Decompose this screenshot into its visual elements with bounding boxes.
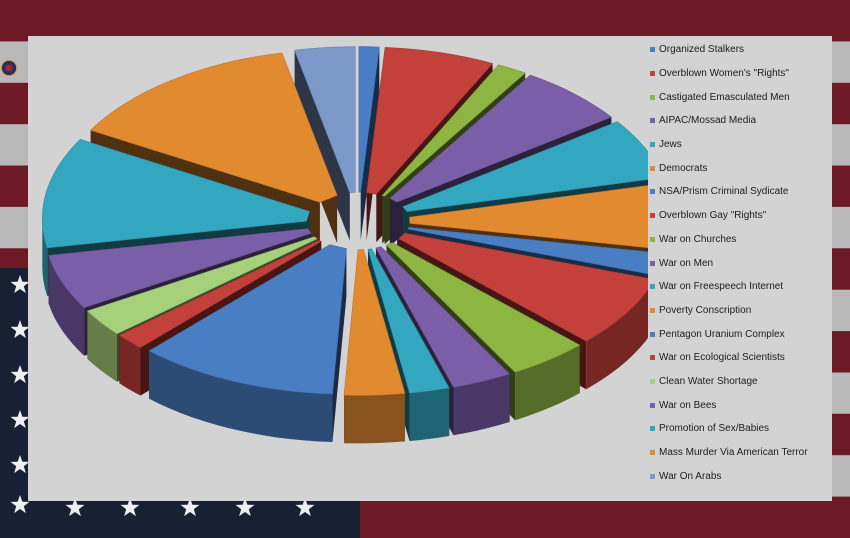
flag-star-icon xyxy=(295,498,315,517)
legend-swatch xyxy=(650,331,655,337)
flag-star-icon xyxy=(10,495,30,514)
legend-item: Clean Water Shortage xyxy=(650,370,830,394)
legend-label: Overblown Women's "Rights" xyxy=(659,68,789,80)
legend-label: Poverty Conscription xyxy=(659,304,752,316)
pie-chart xyxy=(41,46,648,444)
legend-swatch xyxy=(650,47,655,53)
flag-star-icon xyxy=(235,498,255,517)
legend-swatch xyxy=(650,94,655,100)
legend-item: War on Freespeech Internet xyxy=(650,275,830,299)
flag-stripe xyxy=(0,0,850,42)
legend-swatch xyxy=(650,118,655,124)
legend-swatch xyxy=(650,284,655,290)
flag-star-icon xyxy=(120,498,140,517)
legend-swatch xyxy=(650,426,655,432)
legend-item: Overblown Gay "Rights" xyxy=(650,204,830,228)
flag-star-icon xyxy=(10,410,30,429)
legend-item: War on Bees xyxy=(650,393,830,417)
flag-star-icon xyxy=(10,455,30,474)
legend-label: War on Freespeech Internet xyxy=(659,281,784,293)
legend-label: Pentagon Uranium Complex xyxy=(659,328,785,340)
legend-swatch xyxy=(650,236,655,242)
legend-swatch xyxy=(650,402,655,408)
legend-item: War on Ecological Scientists xyxy=(650,346,830,370)
legend-swatch xyxy=(650,473,655,479)
flag-star-icon xyxy=(10,320,30,339)
legend-item: War On Arabs xyxy=(650,464,830,488)
flag-badge-icon xyxy=(0,59,18,77)
pie-slice xyxy=(358,46,380,241)
legend-item: Organized Stalkers xyxy=(650,38,830,62)
legend-swatch xyxy=(650,189,655,195)
pie-slice xyxy=(343,249,406,444)
legend-label: Promotion of Sex/Babies xyxy=(659,423,770,435)
legend-label: War on Bees xyxy=(659,399,717,411)
flag-star-icon xyxy=(180,498,200,517)
legend-item: Castigated Emasculated Men xyxy=(650,85,830,109)
legend-item: NSA/Prism Criminal Sydicate xyxy=(650,180,830,204)
legend-label: Overblown Gay "Rights" xyxy=(659,210,767,222)
legend-label: Democrats xyxy=(659,162,708,174)
legend-swatch xyxy=(650,355,655,361)
legend-label: AIPAC/Mossad Media xyxy=(659,115,757,127)
legend-label: Clean Water Shortage xyxy=(659,375,758,387)
legend-label: Mass Murder Via American Terror xyxy=(659,447,808,459)
legend-item: Promotion of Sex/Babies xyxy=(650,417,830,441)
legend-item: Overblown Women's "Rights" xyxy=(650,62,830,86)
legend-swatch xyxy=(650,378,655,384)
chart-legend: Organized Stalkers Overblown Women's "Rig… xyxy=(650,38,830,488)
legend-item: AIPAC/Mossad Media xyxy=(650,109,830,133)
legend-label: War On Arabs xyxy=(659,470,722,482)
legend-label: War on Ecological Scientists xyxy=(659,352,785,364)
legend-item: Pentagon Uranium Complex xyxy=(650,322,830,346)
legend-swatch xyxy=(650,260,655,266)
flag-star-icon xyxy=(65,498,85,517)
legend-label: Castigated Emasculated Men xyxy=(659,91,790,103)
legend-label: NSA/Prism Criminal Sydicate xyxy=(659,186,789,198)
pie-slice xyxy=(148,244,347,442)
legend-swatch xyxy=(650,142,655,148)
legend-item: Jews xyxy=(650,133,830,157)
legend-swatch xyxy=(650,71,655,77)
legend-label: Organized Stalkers xyxy=(659,44,745,56)
legend-item: Poverty Conscription xyxy=(650,299,830,323)
legend-swatch xyxy=(650,165,655,171)
chart-panel: Organized Stalkers Overblown Women's "Rig… xyxy=(28,36,832,501)
legend-item: War on Men xyxy=(650,251,830,275)
legend-swatch xyxy=(650,307,655,313)
legend-item: Mass Murder Via American Terror xyxy=(650,441,830,465)
legend-swatch xyxy=(650,450,655,456)
flag-star-icon xyxy=(10,275,30,294)
flag-star-icon xyxy=(10,365,30,384)
legend-label: War on Men xyxy=(659,257,714,269)
legend-item: War on Churches xyxy=(650,228,830,252)
legend-swatch xyxy=(650,213,655,219)
legend-label: Jews xyxy=(659,139,682,151)
legend-label: War on Churches xyxy=(659,233,737,245)
legend-item: Democrats xyxy=(650,156,830,180)
